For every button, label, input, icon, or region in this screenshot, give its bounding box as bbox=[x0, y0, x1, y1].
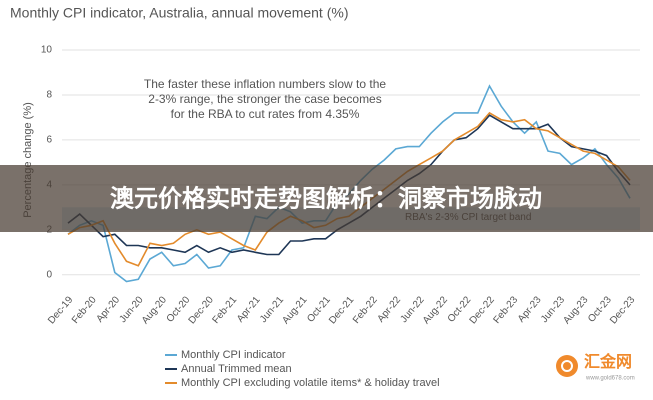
banner-background bbox=[0, 165, 653, 232]
y-tick-label: 10 bbox=[41, 45, 53, 56]
annotation: The faster these inflation numbers slow … bbox=[144, 77, 386, 91]
x-tick-label: Dec-20 bbox=[187, 294, 216, 326]
y-tick-label: 8 bbox=[46, 90, 52, 101]
legend-label: Monthly CPI excluding volatile items* & … bbox=[181, 377, 440, 389]
watermark-url: www.gold678.com bbox=[585, 376, 635, 382]
x-tick-label: Apr-20 bbox=[94, 294, 122, 324]
x-tick-label: Feb-22 bbox=[351, 294, 380, 326]
watermark-icon-inner bbox=[561, 360, 573, 372]
x-tick-label: Dec-23 bbox=[608, 294, 637, 326]
x-tick-label: Aug-22 bbox=[421, 294, 450, 326]
x-tick-label: Dec-22 bbox=[468, 294, 497, 326]
watermark-icon bbox=[556, 355, 578, 377]
annotation: for the RBA to cut rates from 4.35% bbox=[171, 107, 360, 121]
x-tick-label: Apr-23 bbox=[516, 294, 544, 324]
y-tick-label: 6 bbox=[46, 135, 52, 146]
x-tick-label: Dec-21 bbox=[327, 294, 356, 326]
legend-label: Annual Trimmed mean bbox=[181, 363, 292, 375]
x-tick-label: Feb-20 bbox=[70, 294, 99, 326]
x-tick-label: Aug-23 bbox=[561, 294, 590, 326]
x-tick-label: Apr-22 bbox=[375, 294, 403, 324]
annotation: 2-3% range, the stronger the case become… bbox=[148, 92, 381, 106]
x-tick-label: Apr-21 bbox=[235, 294, 263, 324]
watermark-name: 汇金网 bbox=[584, 352, 632, 371]
y-tick-label: 0 bbox=[46, 269, 52, 280]
x-tick-label: Dec-19 bbox=[46, 294, 75, 326]
x-tick-label: Aug-20 bbox=[140, 294, 169, 326]
chart-title: Monthly CPI indicator, Australia, annual… bbox=[10, 5, 349, 21]
x-tick-label: Aug-21 bbox=[280, 294, 309, 326]
x-tick-label: Feb-23 bbox=[491, 294, 520, 326]
banner-text: 澳元价格实时走势图解析：洞察市场脉动 bbox=[110, 184, 542, 212]
x-tick-label: Feb-21 bbox=[210, 294, 239, 326]
legend-label: Monthly CPI indicator bbox=[181, 349, 286, 361]
